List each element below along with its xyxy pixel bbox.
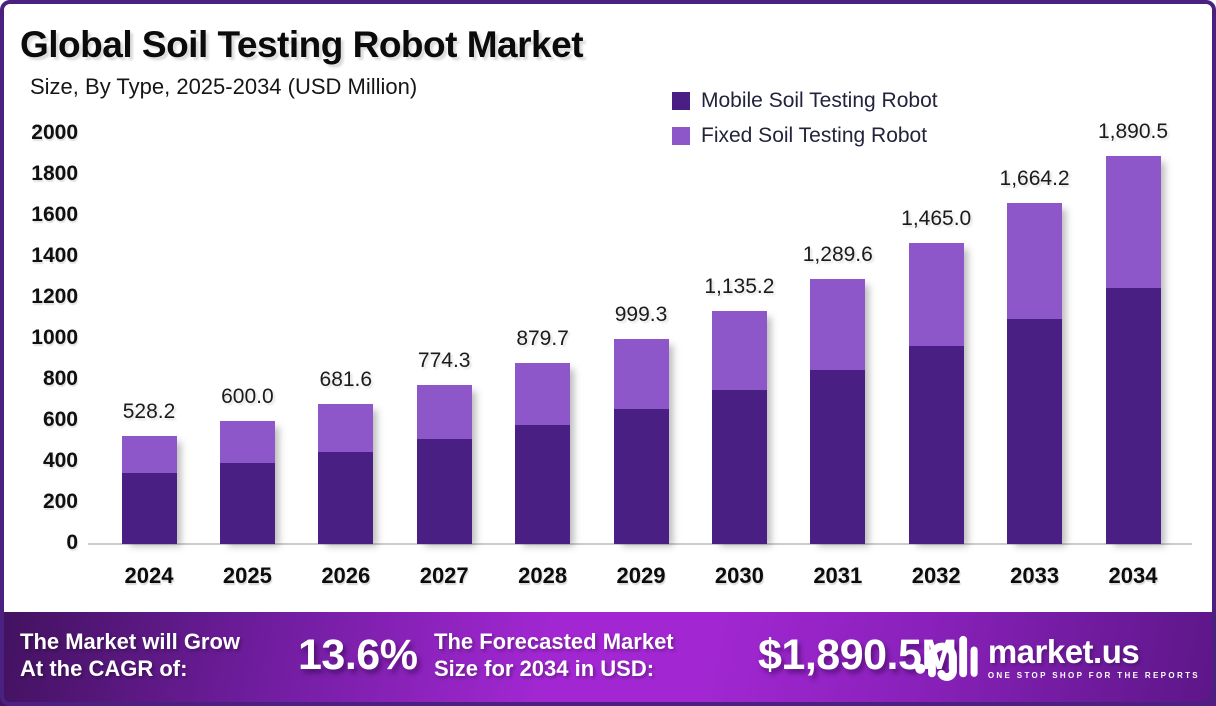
y-tick: 600 (42, 407, 78, 431)
cagr-banner: The Market will Grow At the CAGR of: 13.… (0, 612, 1216, 706)
cagr-value: 13.6% (298, 631, 418, 679)
bar-value-label: 999.3 (614, 302, 668, 326)
y-tick: 1800 (31, 161, 78, 185)
legend-swatch-mobile-icon (672, 92, 690, 110)
marketus-logo-text: market.us (987, 632, 1140, 670)
y-tick: 1600 (31, 202, 78, 226)
bar-segment-fixed-2034 (1105, 156, 1161, 289)
cagr-label: The Market will Grow At the CAGR of: (20, 629, 241, 681)
bar-segment-fixed-2031 (810, 279, 866, 370)
bar-segment-fixed-2033 (1007, 202, 1063, 319)
bar-segment-fixed-2030 (711, 311, 767, 391)
y-tick: 200 (42, 489, 78, 513)
bar-segment-mobile-2026 (318, 451, 374, 544)
x-tick-label: 2032 (911, 563, 961, 588)
page-title: Global Soil Testing Robot Market (20, 24, 584, 65)
bar-2031 (810, 279, 866, 544)
bar-segment-mobile-2029 (613, 408, 669, 544)
bar-2024 (121, 435, 177, 544)
y-tick: 2000 (31, 120, 78, 144)
bar-2033 (1007, 202, 1063, 544)
bar-2034 (1105, 156, 1161, 544)
x-tick-label: 2026 (321, 563, 371, 588)
bar-segment-fixed-2025 (219, 420, 275, 463)
bar-2026 (318, 404, 374, 544)
bar-2028 (515, 363, 571, 544)
bar-value-label: 1,890.5 (1097, 120, 1169, 144)
x-tick-label: 2025 (222, 563, 272, 588)
bar-value-label: 879.7 (516, 327, 569, 351)
bar-value-label: 1,289.6 (802, 243, 873, 267)
x-axis-line (88, 543, 1192, 545)
legend-item-mobile: Mobile Soil Testing Robot (672, 86, 938, 116)
bar-segment-fixed-2026 (318, 404, 374, 452)
marketus-logo-icon (914, 635, 978, 681)
x-tick-label: 2024 (124, 563, 174, 588)
bar-2030 (711, 311, 767, 544)
bar-segment-mobile-2032 (908, 345, 964, 544)
y-tick: 800 (42, 366, 78, 390)
y-tick: 1200 (31, 284, 78, 308)
bar-segment-mobile-2028 (515, 425, 571, 544)
bar-value-label: 528.2 (122, 399, 176, 423)
chart-legend: Mobile Soil Testing Robot Fixed Soil Tes… (672, 86, 938, 156)
chart-subtitle: Size, By Type, 2025-2034 (USD Million) (30, 74, 418, 99)
y-tick: 0 (66, 531, 78, 554)
legend-label-fixed: Fixed Soil Testing Robot (701, 124, 928, 147)
bar-value-label: 774.3 (417, 349, 471, 373)
x-tick-label: 2031 (813, 563, 863, 588)
legend-item-fixed: Fixed Soil Testing Robot (672, 121, 938, 151)
bar-segment-fixed-2029 (613, 338, 669, 409)
x-tick-label: 2029 (616, 563, 666, 588)
bar-2027 (416, 385, 472, 544)
bar-segment-mobile-2034 (1105, 288, 1161, 544)
bar-segment-fixed-2027 (416, 385, 472, 440)
x-tick-label: 2030 (714, 563, 764, 588)
bar-value-label: 600.0 (221, 384, 274, 408)
bar-segment-mobile-2027 (416, 439, 472, 544)
y-tick: 400 (42, 448, 78, 472)
marketus-logo: market.us ONE STOP SHOP FOR THE REPORTS (914, 629, 1200, 685)
bar-2025 (219, 420, 275, 544)
forecast-label: The Forecasted Market Size for 2034 in U… (434, 629, 674, 681)
bar-2032 (908, 243, 964, 544)
y-tick: 1400 (31, 243, 78, 267)
bar-segment-mobile-2031 (810, 369, 866, 544)
x-tick-label: 2033 (1010, 563, 1060, 588)
x-tick-label: 2028 (518, 563, 568, 588)
bar-segment-mobile-2033 (1007, 318, 1063, 544)
bar-segment-fixed-2024 (121, 435, 177, 473)
bar-segment-mobile-2025 (219, 462, 275, 544)
marketus-logo-tagline: ONE STOP SHOP FOR THE REPORTS (987, 670, 1200, 680)
bar-segment-fixed-2028 (515, 363, 571, 426)
bar-value-label: 681.6 (319, 368, 373, 392)
legend-label-mobile: Mobile Soil Testing Robot (701, 89, 938, 112)
y-tick: 1000 (31, 325, 78, 349)
bar-segment-mobile-2030 (711, 390, 767, 544)
legend-swatch-fixed-icon (672, 127, 690, 145)
bar-value-label: 1,465.0 (901, 207, 972, 231)
x-tick-label: 2027 (419, 563, 469, 588)
bar-value-label: 1,664.2 (999, 166, 1070, 190)
bar-segment-fixed-2032 (908, 243, 964, 346)
bar-segment-mobile-2024 (121, 472, 177, 544)
x-tick-label: 2034 (1108, 563, 1158, 588)
bar-2029 (613, 338, 669, 544)
bar-value-label: 1,135.2 (704, 275, 775, 299)
